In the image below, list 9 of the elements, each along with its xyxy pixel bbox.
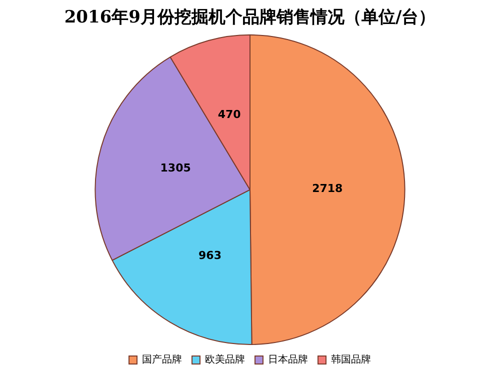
- chart-title: 2016年9月份挖掘机个品牌销售情况（单位/台）: [64, 8, 436, 28]
- legend-label: 日本品牌: [268, 354, 308, 366]
- data-label: 963: [198, 248, 222, 262]
- data-label: 470: [218, 108, 242, 121]
- legend-label: 韩国品牌: [331, 354, 371, 366]
- legend-label: 欧美品牌: [205, 354, 245, 366]
- data-label: 1305: [160, 161, 191, 174]
- data-label: 2718: [312, 182, 343, 196]
- legend-label: 国产品牌: [142, 354, 182, 366]
